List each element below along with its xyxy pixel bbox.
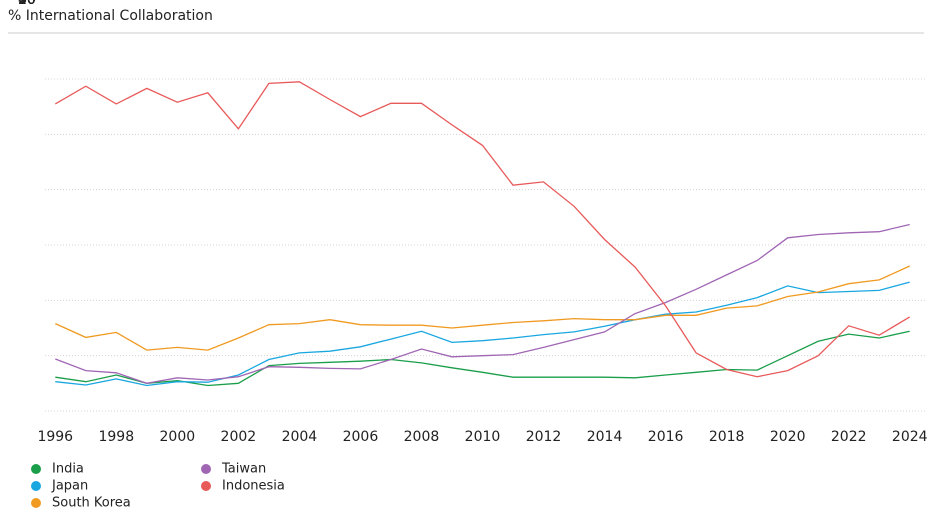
y-tick-label: 60 [18,0,36,8]
series-line [54,81,911,378]
x-tick-label: 2002 [221,429,257,445]
legend-label: South Korea [52,496,131,511]
x-tick-label: 2004 [282,429,318,445]
legend-swatch [201,481,211,491]
legend-label: India [52,462,84,477]
legend-label: Japan [51,479,88,494]
y-tick-label: 10 [18,0,36,8]
legend-swatch [31,481,41,491]
y-tick-label: 50 [18,0,36,8]
x-tick-label: 2000 [160,429,196,445]
legend-label: Taiwan [221,462,266,477]
y-tick-label: 30 [18,0,36,8]
x-tick-label: 2008 [404,429,440,445]
legend-label: Indonesia [222,479,285,494]
x-tick-label: 1998 [98,429,134,445]
x-tick-label: 2020 [770,429,806,445]
x-tick-label: 2016 [648,429,684,445]
legend-swatch [31,498,41,508]
series-line [55,330,910,387]
x-tick-label: 2010 [465,429,501,445]
x-tick-label: 2012 [526,429,562,445]
series-line [55,265,910,351]
legend-swatch [201,464,211,474]
x-tick-label: 2022 [831,429,867,445]
series-line [55,281,910,387]
y-tick-label: 40 [18,0,36,8]
series-line [55,223,910,384]
chart-title: % International Collaboration [8,8,213,24]
x-tick-label: 2024 [892,429,928,445]
y-tick-label: 20 [18,0,36,8]
x-tick-label: 2014 [587,429,623,445]
x-tick-label: 2006 [343,429,379,445]
y-tick-label: 70 [18,0,36,8]
legend-swatch [31,464,41,474]
x-tick-label: 1996 [37,429,73,445]
x-tick-label: 2018 [709,429,745,445]
